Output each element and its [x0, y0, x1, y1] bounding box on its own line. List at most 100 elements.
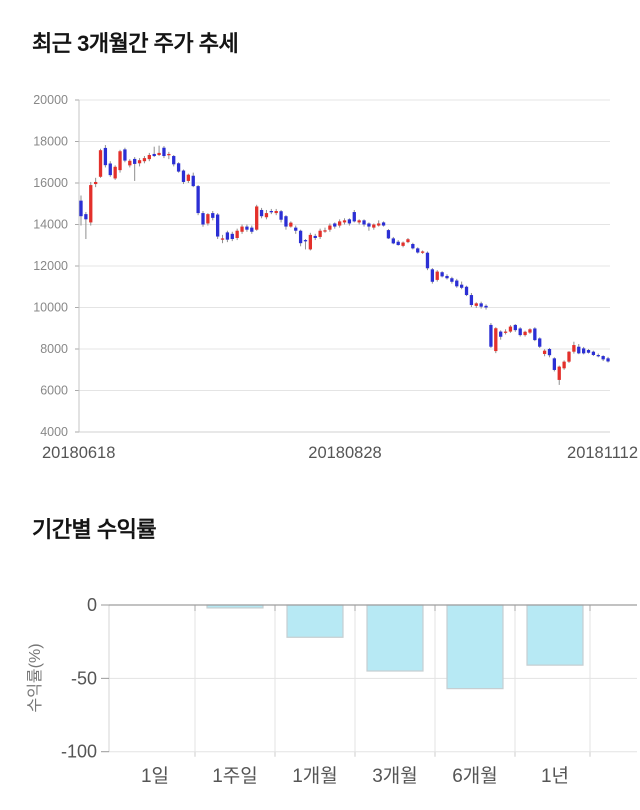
candle [425, 251, 430, 271]
returns-y-tick-label: 0 [87, 595, 97, 615]
candle [440, 271, 444, 278]
candle [577, 344, 581, 355]
candle [308, 232, 313, 251]
candle [211, 211, 215, 221]
candle [552, 357, 557, 372]
candle [284, 215, 288, 230]
candle [518, 327, 522, 337]
candle [98, 148, 103, 178]
candle [235, 228, 239, 241]
bars-group [206, 604, 584, 690]
candle [420, 250, 425, 254]
candle [377, 220, 381, 227]
candle [381, 221, 386, 227]
candle [84, 212, 88, 240]
candle [484, 304, 488, 310]
candle [342, 218, 347, 225]
returns-x-labels: 1일 1주일 1개월 3개월 6개월 1년 [141, 765, 569, 787]
period-returns-bar-chart: 0 -50 -100 1일 1주일 1개월 3개월 6개월 1년 수익률(%) [26, 595, 637, 787]
price-x-axis-labels: 20180618 20180828 20181112 [42, 444, 638, 462]
candle [430, 268, 435, 284]
candle [313, 233, 317, 241]
candle [572, 341, 576, 354]
price-x-tick-label: 20180618 [42, 444, 115, 462]
price-y-tick-label: 4000 [40, 425, 68, 439]
candle [474, 302, 478, 308]
candle [108, 161, 112, 177]
price-candlestick-chart: 20000 18000 16000 14000 12000 10000 8000 6000 40… [33, 93, 638, 462]
price-y-tick-label: 20000 [33, 93, 68, 107]
candle [479, 301, 483, 309]
candle [508, 325, 513, 333]
candle [147, 152, 151, 162]
candle [489, 323, 493, 348]
return-bar [446, 604, 504, 690]
return-bar [526, 604, 584, 666]
price-y-tick-label: 18000 [33, 135, 68, 149]
candle [142, 156, 147, 164]
returns-category-label: 1년 [541, 765, 569, 787]
candle [264, 209, 269, 220]
candle [372, 223, 376, 230]
candle [269, 208, 273, 215]
candle [167, 151, 171, 160]
candle [464, 285, 469, 297]
returns-y-tick-labels: 0 -50 -100 [61, 595, 109, 762]
candle [523, 330, 527, 337]
candle [196, 185, 200, 216]
candle [567, 351, 571, 363]
candle [469, 292, 474, 308]
candle [528, 328, 532, 334]
candle [206, 213, 210, 226]
returns-y-axis-title: 수익률(%) [26, 643, 44, 712]
candle [230, 231, 234, 242]
candle [191, 172, 195, 188]
candle [298, 229, 303, 247]
price-y-tick-label: 6000 [40, 384, 68, 398]
returns-category-label: 1주일 [212, 765, 258, 787]
returns-y-tick-label: -50 [71, 668, 97, 688]
returns-title: 기간별 수익률 [32, 517, 157, 542]
candle [89, 181, 93, 226]
returns-y-tick-label: -100 [61, 742, 97, 762]
candle [255, 204, 259, 231]
candle [459, 281, 464, 290]
candle [152, 146, 156, 158]
candle [547, 347, 552, 358]
candle [323, 227, 327, 233]
candle [128, 159, 132, 168]
candle [562, 360, 566, 370]
candle [137, 158, 142, 167]
candle [279, 209, 283, 223]
candle [352, 209, 356, 223]
candle [245, 224, 249, 232]
returns-grid [109, 605, 637, 757]
candle [450, 276, 454, 284]
candle [586, 349, 591, 354]
price-x-tick-label: 20181112 [567, 444, 638, 462]
price-y-tick-label: 8000 [40, 342, 68, 356]
price-y-tick-label: 16000 [33, 176, 68, 190]
candle [435, 270, 439, 282]
candle [337, 219, 342, 228]
returns-category-label: 3개월 [372, 765, 418, 787]
candle [591, 350, 596, 357]
candles-group [79, 145, 610, 385]
candle [186, 173, 191, 183]
candle [157, 145, 161, 157]
candle [118, 149, 122, 173]
candle [416, 247, 420, 254]
returns-category-label: 6개월 [452, 765, 498, 787]
candle [240, 224, 244, 234]
return-bar [366, 604, 424, 672]
candle [538, 337, 542, 348]
candle [259, 207, 264, 219]
candle [123, 147, 127, 163]
candle [294, 225, 298, 234]
price-grid: 20000 18000 16000 14000 12000 10000 8000 6000 40… [33, 93, 610, 439]
returns-category-label: 1일 [141, 765, 169, 787]
candle [606, 356, 610, 363]
price-y-tick-label: 14000 [33, 218, 68, 232]
candle [581, 346, 586, 355]
